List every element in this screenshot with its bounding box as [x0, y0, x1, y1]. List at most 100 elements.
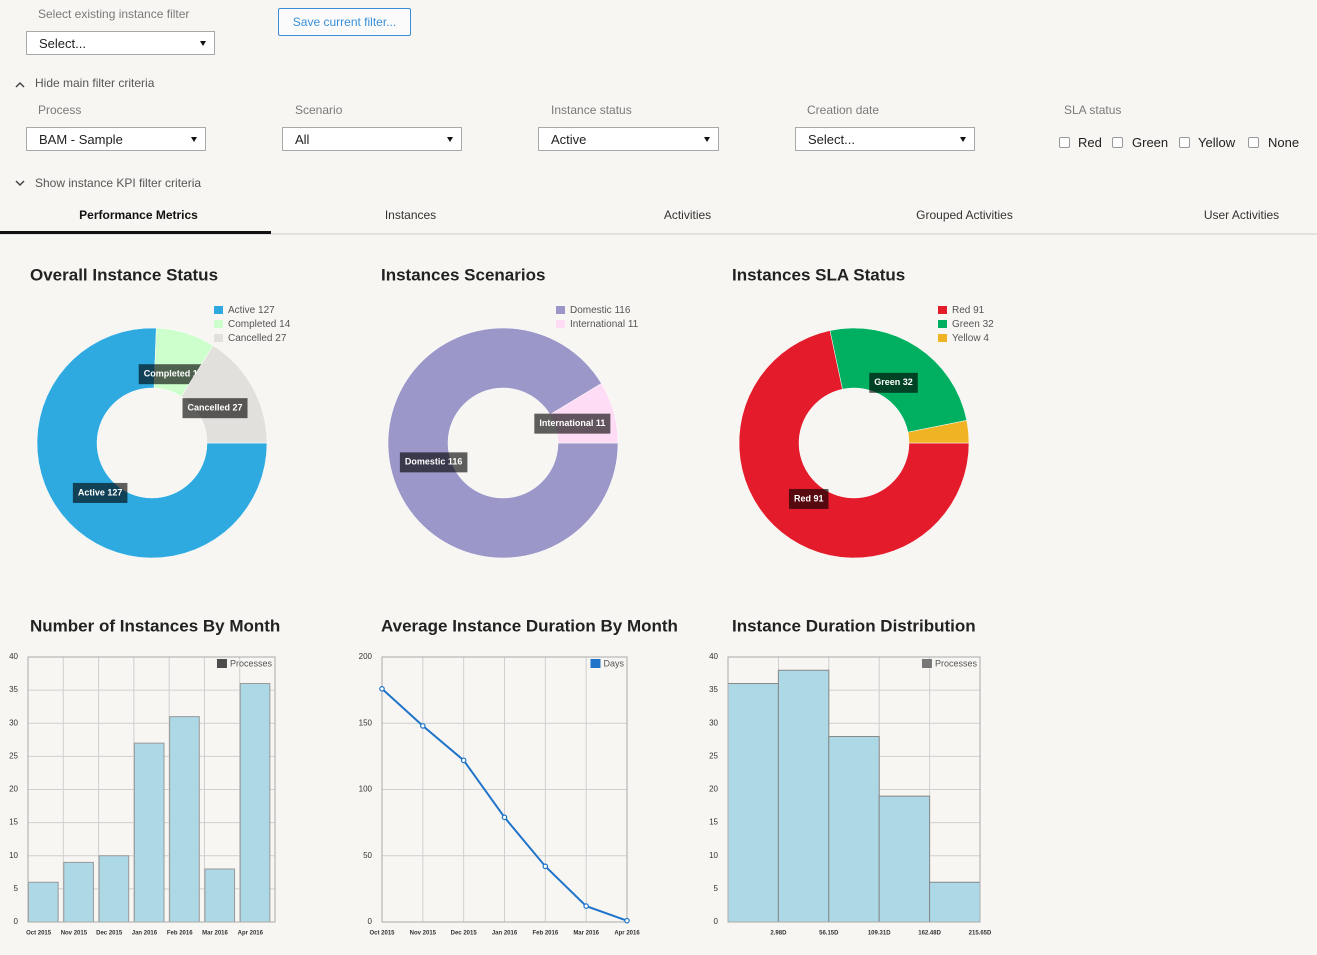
- y-tick-label: 15: [9, 818, 18, 827]
- y-tick-label: 30: [709, 718, 718, 727]
- bar: [204, 868, 236, 923]
- y-tick-label: 0: [368, 917, 373, 926]
- legend-label: Cancelled 27: [228, 333, 287, 344]
- chart-title: Instances Scenarios: [381, 265, 545, 284]
- y-tick-label: 40: [709, 652, 718, 661]
- y-tick-label: 25: [709, 751, 718, 760]
- checkbox[interactable]: [1179, 137, 1190, 148]
- legend-swatch: [214, 334, 223, 342]
- bar: [133, 742, 165, 923]
- y-tick-label: 20: [9, 785, 18, 794]
- legend-swatch: [216, 659, 227, 668]
- slice-label: Active 127: [78, 487, 123, 497]
- legend-label: International 11: [570, 319, 639, 330]
- checkbox-label: None: [1268, 135, 1300, 150]
- filter-select[interactable]: Select...: [26, 31, 215, 55]
- tab[interactable]: Grouped Activities: [916, 208, 1013, 222]
- x-tick-label: Apr 2016: [238, 931, 264, 937]
- tab[interactable]: Instances: [384, 208, 437, 222]
- legend-swatch: [556, 306, 565, 314]
- checkbox[interactable]: [1112, 137, 1123, 148]
- status-select[interactable]: Active: [538, 127, 719, 151]
- select-value: Select...: [808, 132, 855, 147]
- save-filter-button[interactable]: Save current filter...: [278, 8, 411, 36]
- field-label: Process: [38, 103, 82, 117]
- y-tick-label: 20: [709, 785, 718, 794]
- tab[interactable]: User Activities: [1203, 208, 1280, 222]
- tab[interactable]: Performance Metrics: [79, 208, 198, 222]
- legend-label: Domestic 116: [570, 305, 631, 316]
- legend-label: Yellow 4: [952, 333, 989, 344]
- slice: [907, 420, 970, 444]
- bar: [63, 861, 94, 923]
- y-tick-label: 10: [9, 851, 18, 860]
- bar: [169, 716, 200, 923]
- select-value: BAM - Sample: [39, 132, 123, 147]
- legend-label: Processes: [935, 658, 978, 668]
- x-tick-label: 2.98D: [770, 931, 787, 937]
- slice-label-box: [182, 398, 248, 419]
- histogram-bar: [777, 669, 830, 923]
- chart-title: Instance Duration Distribution: [732, 616, 976, 635]
- select-value: Active: [551, 132, 587, 147]
- x-tick-label: Mar 2016: [202, 931, 228, 937]
- point: [542, 863, 549, 870]
- slice-label: Green 32: [874, 377, 913, 387]
- x-tick-label: Oct 2015: [26, 931, 52, 937]
- legend-swatch: [590, 659, 601, 668]
- legend-swatch: [214, 320, 223, 328]
- chart-title: Average Instance Duration By Month: [381, 616, 678, 635]
- slice-label-box: [534, 413, 611, 434]
- checkbox-label: Green: [1132, 135, 1169, 150]
- legend-swatch: [938, 320, 947, 328]
- field-label: Scenario: [295, 103, 343, 117]
- checkbox[interactable]: [1059, 137, 1070, 148]
- legend-label: Active 127: [228, 305, 275, 316]
- histogram-bar: [828, 736, 880, 923]
- point: [420, 723, 426, 729]
- y-tick-label: 0: [714, 917, 719, 926]
- slice-label-box: [138, 364, 208, 385]
- slice-label-box: [869, 372, 918, 393]
- scenario-select[interactable]: All: [282, 127, 462, 151]
- legend-swatch: [556, 320, 565, 328]
- toggle[interactable]: Hide main filter criteria: [35, 76, 155, 90]
- y-tick-label: 30: [9, 718, 18, 727]
- x-tick-label: Jan 2016: [492, 931, 518, 937]
- histogram-bar: [727, 683, 779, 923]
- slice-label: Domestic 116: [405, 457, 463, 467]
- histogram-bar: [878, 795, 931, 923]
- slice-label: Completed 14: [144, 369, 203, 379]
- y-tick-label: 15: [709, 818, 718, 827]
- legend-label: Days: [603, 658, 624, 668]
- toggle[interactable]: Show instance KPI filter criteria: [35, 176, 202, 190]
- x-tick-label: Feb 2016: [167, 931, 193, 937]
- legend-swatch: [214, 306, 223, 314]
- field-label: Creation date: [807, 103, 880, 117]
- legend-swatch: [921, 659, 932, 668]
- date-select[interactable]: Select...: [795, 127, 975, 151]
- x-tick-label: Nov 2015: [410, 931, 437, 937]
- slice-label: Cancelled 27: [188, 403, 243, 413]
- tab[interactable]: Activities: [663, 208, 712, 222]
- point: [624, 917, 630, 924]
- checkbox[interactable]: [1248, 137, 1259, 148]
- x-tick-label: Jan 2016: [132, 931, 158, 937]
- y-tick-label: 150: [359, 718, 373, 727]
- y-tick-label: 5: [714, 884, 719, 893]
- process-select[interactable]: BAM - Sample: [26, 127, 206, 151]
- y-tick-label: 35: [709, 685, 718, 694]
- legend-swatch: [938, 334, 947, 342]
- y-tick-label: 0: [14, 917, 19, 926]
- y-tick-label: 50: [363, 851, 372, 860]
- field-label: SLA status: [1064, 103, 1122, 117]
- point: [379, 685, 385, 692]
- filter-label: Select existing instance filter: [38, 7, 190, 21]
- plot-frame: [727, 656, 981, 923]
- slice: [387, 327, 619, 559]
- x-tick-label: 109.31D: [868, 931, 891, 937]
- chart-title: Overall Instance Status: [30, 265, 218, 284]
- x-tick-label: 162.48D: [918, 931, 941, 937]
- bar: [28, 881, 59, 923]
